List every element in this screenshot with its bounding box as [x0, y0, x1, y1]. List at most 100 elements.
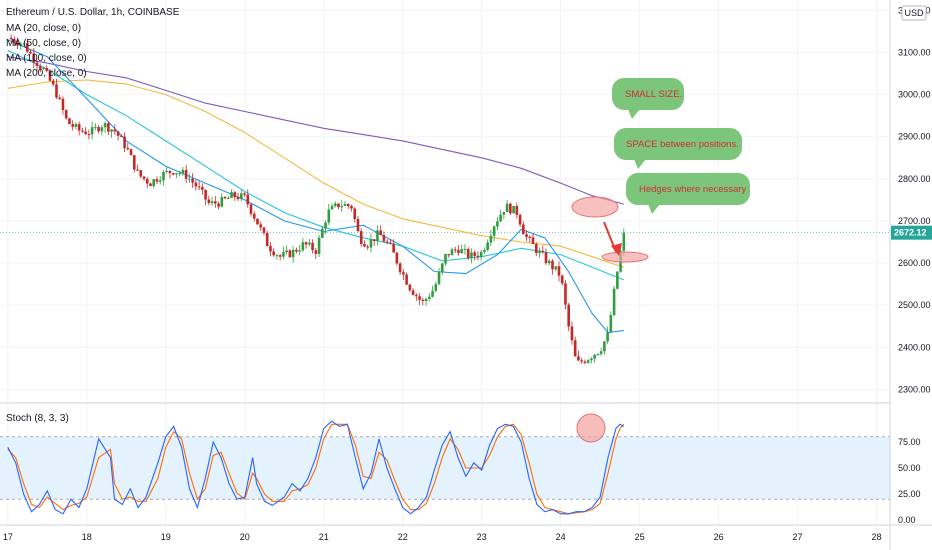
candle-body: [522, 224, 525, 235]
candle-body: [197, 186, 201, 188]
candle-body: [343, 204, 347, 206]
candle-body: [599, 351, 603, 354]
candle-body: [431, 290, 434, 297]
candle-body: [265, 232, 269, 247]
candle-body: [337, 203, 340, 208]
price-tick-label: 2400.00: [898, 342, 931, 352]
bubble-body: [626, 173, 750, 205]
candle-body: [256, 218, 259, 225]
candle-body: [499, 214, 502, 222]
price-tick-label: 2600.00: [898, 258, 931, 268]
stoch-tick-label: 75.00: [898, 437, 921, 447]
ma50-legend[interactable]: MA (50, close, 0): [6, 38, 82, 49]
annotation-bubble: SPACE between positions.: [614, 128, 742, 169]
candle-body: [366, 246, 370, 248]
candle-body: [246, 194, 250, 205]
candle-body: [239, 193, 243, 200]
stoch-panel: [0, 436, 890, 500]
candle-body: [489, 235, 493, 243]
candle-body: [590, 358, 593, 361]
candle-body: [557, 266, 561, 276]
candle-body: [330, 206, 334, 210]
stoch-tick-label: 0.00: [898, 515, 916, 525]
time-tick-label: 20: [240, 532, 250, 542]
price-tick-label: 2900.00: [898, 132, 931, 142]
candle-body: [359, 231, 363, 244]
candle-body: [16, 42, 19, 46]
candle-body: [415, 295, 418, 297]
candle-body: [612, 288, 616, 316]
candle-body: [100, 127, 104, 132]
candle-body: [236, 197, 240, 200]
candle-body: [113, 129, 117, 132]
time-tick-label: 19: [161, 532, 171, 542]
chart-title: Ethereum / U.S. Dollar, 1h, COINBASE: [6, 7, 180, 18]
candle-body: [324, 222, 327, 229]
candle-body: [434, 284, 438, 291]
candle-body: [466, 248, 470, 259]
candle-body: [463, 248, 467, 250]
candle-body: [586, 360, 590, 363]
candle-body: [291, 249, 295, 258]
candle-body: [534, 244, 538, 254]
candle-body: [295, 249, 298, 252]
candle-body: [580, 360, 583, 362]
candle-body: [609, 315, 613, 333]
candle-body: [308, 242, 311, 245]
candle-body: [450, 249, 454, 256]
candle-body: [573, 340, 577, 357]
candle-body: [424, 298, 428, 301]
candle-body: [64, 110, 68, 119]
candle-body: [603, 341, 606, 352]
stoch-d-line: [7, 423, 625, 515]
candle-body: [226, 197, 230, 199]
candle-body: [269, 246, 272, 252]
candle-body: [350, 206, 353, 209]
candle-body: [346, 204, 350, 207]
time-tick-label: 22: [398, 532, 408, 542]
current-price-label: 2672.12: [894, 228, 927, 238]
stoch-legend[interactable]: Stoch (8, 3, 3): [6, 413, 69, 424]
candle-body: [447, 254, 451, 256]
candle-body: [139, 170, 143, 177]
ma20-legend[interactable]: MA (20, close, 0): [6, 23, 82, 34]
candle-body: [583, 361, 587, 363]
candle-body: [340, 205, 344, 208]
ma100-legend[interactable]: MA (100, close, 0): [6, 53, 87, 64]
candle-body: [152, 179, 156, 187]
ma200-legend[interactable]: MA (200, close, 0): [6, 68, 87, 79]
candle-body: [577, 356, 580, 361]
stoch-tick-label: 50.00: [898, 463, 921, 473]
candle-body: [541, 250, 545, 253]
candle-body: [392, 243, 395, 253]
time-tick-label: 25: [635, 532, 645, 542]
candle-body: [418, 296, 421, 300]
bubble-tail: [628, 109, 640, 119]
candle-body: [110, 129, 113, 132]
candle-body: [486, 242, 489, 250]
ma200-line: [7, 56, 624, 205]
candle-body: [402, 272, 405, 275]
candle-body: [149, 183, 152, 187]
candle-body: [356, 219, 360, 232]
currency-badge[interactable]: [901, 5, 927, 21]
candle-body: [547, 260, 551, 264]
candle-body: [389, 242, 392, 244]
candle-body: [288, 250, 292, 258]
candle-body: [191, 178, 194, 183]
candle-body: [483, 249, 486, 252]
candle-body: [123, 136, 126, 148]
annotation-bubble: Hedges where necessary: [626, 173, 750, 214]
candle-body: [460, 249, 464, 254]
candle-body: [551, 260, 554, 270]
candle-body: [502, 211, 506, 215]
candle-body: [168, 170, 172, 174]
candle-body: [509, 203, 512, 214]
candle-body: [55, 84, 58, 98]
candle-body: [116, 131, 120, 136]
candle-body: [505, 203, 509, 212]
candle-body: [544, 252, 548, 264]
candle-body: [68, 118, 71, 125]
